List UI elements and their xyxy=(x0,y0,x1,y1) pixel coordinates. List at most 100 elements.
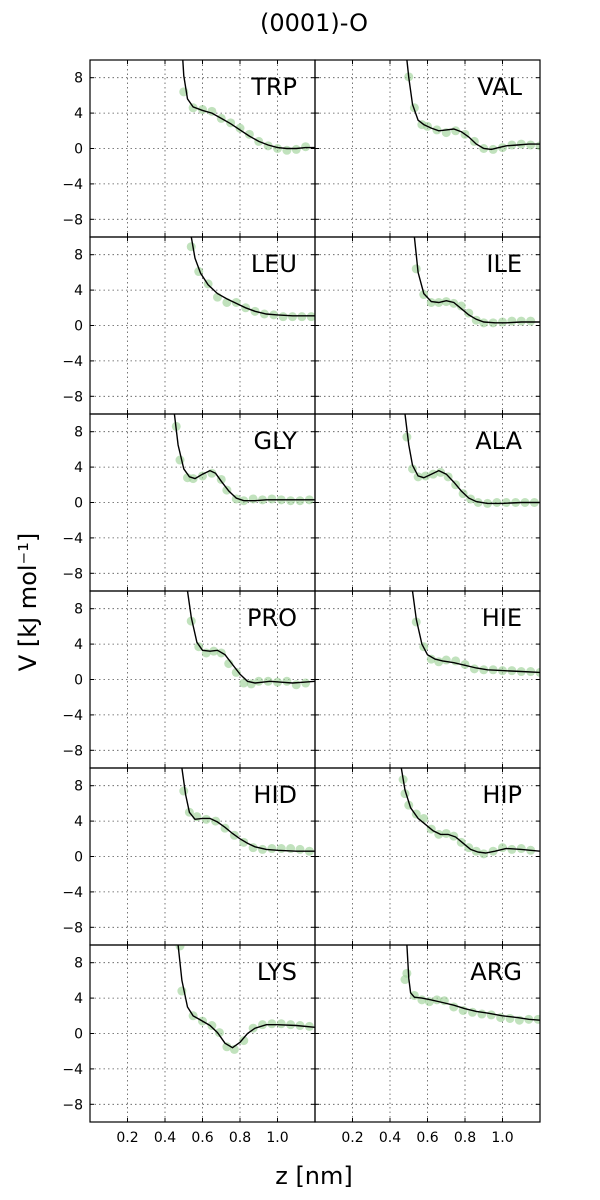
data-point xyxy=(282,676,292,686)
data-layer xyxy=(402,414,540,508)
data-point xyxy=(449,298,459,308)
fit-curve xyxy=(400,768,540,854)
data-point xyxy=(526,316,536,326)
data-point xyxy=(426,297,436,307)
x-tick-label: 0.8 xyxy=(454,1130,476,1146)
fit-curve xyxy=(411,591,540,674)
data-point xyxy=(282,145,292,155)
y-tick-label: −4 xyxy=(62,708,83,724)
panel-hip: HIP xyxy=(314,767,541,946)
y-tick-label: 0 xyxy=(74,142,83,158)
panel-val: VAL xyxy=(314,59,541,238)
data-point xyxy=(291,680,301,690)
data-point xyxy=(516,316,526,326)
panel-label: ARG xyxy=(470,958,522,986)
data-layer xyxy=(171,414,315,506)
y-tick-label: 8 xyxy=(74,956,83,972)
data-point xyxy=(267,1019,277,1029)
y-tick-label: 4 xyxy=(74,991,83,1007)
y-tick-label: 0 xyxy=(74,673,83,689)
panels-group: TRP 8 4 0 −4 −8 VAL LEU 8 4 0 −4 −8 ILE GLY 8 4 0 −4 −8 ALA P… xyxy=(62,59,541,1146)
y-tick-label: 8 xyxy=(74,602,83,618)
panel-gly: GLY 8 4 0 −4 −8 xyxy=(62,413,316,592)
fit-curve xyxy=(404,414,540,505)
data-point xyxy=(267,844,277,854)
y-tick-label: 4 xyxy=(74,637,83,653)
panel-label: LEU xyxy=(251,250,297,278)
panel-label: HID xyxy=(253,781,297,809)
data-point xyxy=(231,667,241,677)
data-point xyxy=(441,297,451,307)
panel-label: TRP xyxy=(250,73,297,101)
data-layer xyxy=(186,237,315,322)
y-tick-label: −8 xyxy=(62,1097,83,1113)
x-axis-label: z [nm] xyxy=(275,1162,353,1190)
data-point xyxy=(413,472,423,482)
data-layer xyxy=(400,945,540,1025)
data-point xyxy=(222,1042,232,1052)
fit-curve xyxy=(406,945,540,1021)
fit-curve xyxy=(406,60,540,151)
data-point xyxy=(479,849,489,859)
fit-curve xyxy=(182,60,315,150)
data-point xyxy=(295,844,305,854)
data-point xyxy=(301,678,311,688)
data-point xyxy=(464,308,474,318)
data-point xyxy=(258,844,267,854)
chart-title: (0001)-O xyxy=(260,9,368,37)
data-point xyxy=(501,498,511,507)
panel-hie: HIE xyxy=(314,590,541,769)
data-point xyxy=(186,616,196,626)
y-tick-label: −4 xyxy=(62,531,83,547)
y-tick-label: −4 xyxy=(62,354,83,370)
data-point xyxy=(291,144,301,154)
data-point xyxy=(278,312,288,322)
data-point xyxy=(224,659,234,669)
data-point xyxy=(295,496,305,506)
data-point xyxy=(188,103,198,113)
y-tick-label: −4 xyxy=(62,885,83,901)
data-layer xyxy=(175,945,315,1054)
data-point xyxy=(441,828,451,838)
fit-curve xyxy=(190,237,315,317)
y-tick-label: 8 xyxy=(74,779,83,795)
panel-arg: ARG 0.2 0.4 0.6 0.8 1.0 xyxy=(314,944,541,1146)
y-tick-label: 0 xyxy=(74,496,83,512)
data-point xyxy=(426,654,436,664)
panel-label: GLY xyxy=(254,427,298,455)
y-tick-label: −8 xyxy=(62,743,83,759)
data-layer xyxy=(404,60,540,154)
data-point xyxy=(408,464,417,474)
data-point xyxy=(286,496,296,506)
panel-label: HIP xyxy=(482,781,522,809)
data-point xyxy=(507,316,517,326)
data-point xyxy=(175,945,185,951)
panel-ile: ILE xyxy=(314,236,541,415)
data-point xyxy=(267,494,277,504)
data-layer xyxy=(179,768,315,856)
data-point xyxy=(179,786,189,796)
data-point xyxy=(492,498,502,507)
data-layer xyxy=(179,60,315,155)
data-point xyxy=(419,813,429,823)
panel-label: HIE xyxy=(482,604,522,632)
fit-curve xyxy=(186,591,315,684)
data-layer xyxy=(411,591,540,677)
y-tick-label: −8 xyxy=(62,920,83,936)
panel-ala: ALA xyxy=(314,413,541,592)
x-tick-label: 0.4 xyxy=(154,1130,176,1146)
y-tick-label: 8 xyxy=(74,71,83,87)
data-point xyxy=(186,242,196,252)
data-point xyxy=(306,312,315,322)
data-layer xyxy=(186,591,315,690)
data-point xyxy=(498,143,507,153)
x-tick-label: 0.6 xyxy=(416,1130,438,1146)
y-tick-label: −8 xyxy=(62,566,83,582)
fit-curve xyxy=(413,237,540,324)
y-tick-label: 4 xyxy=(74,814,83,830)
fit-curve xyxy=(177,945,315,1049)
data-point xyxy=(276,844,286,854)
fit-curve xyxy=(181,768,315,852)
data-point xyxy=(402,432,412,442)
